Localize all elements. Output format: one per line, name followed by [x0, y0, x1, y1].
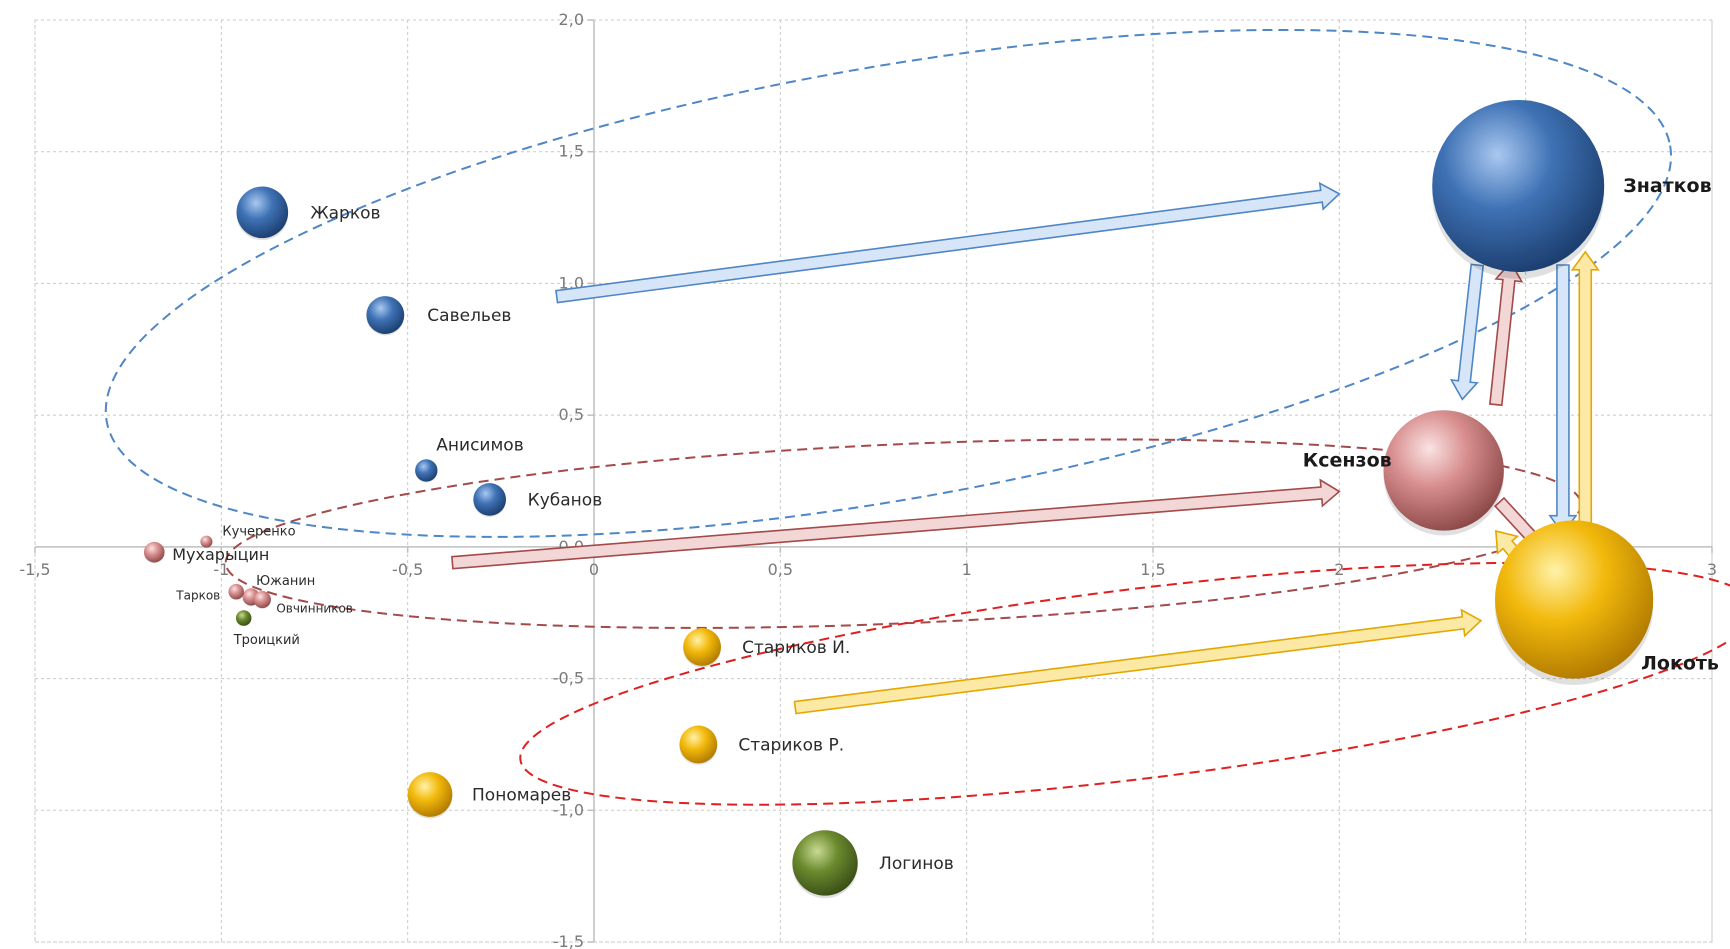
x-tick-label: 0,5 — [768, 560, 793, 579]
arrows — [451, 181, 1600, 715]
bubble-label: Анисимов — [436, 435, 523, 455]
x-tick-label: 0 — [589, 560, 599, 579]
bubble-label: Троицкий — [233, 633, 300, 648]
bubble-label: Жарков — [310, 203, 380, 223]
bubbles — [143, 99, 1654, 899]
blue-arrow — [1449, 263, 1485, 401]
y-tick-label: -1,5 — [553, 932, 584, 949]
x-tick-label: 3 — [1707, 560, 1717, 579]
bubble-point — [1432, 99, 1605, 272]
y-tick-label: 0,5 — [559, 405, 584, 424]
y-tick-label: -1,0 — [553, 800, 584, 819]
yellow-arrow — [1570, 250, 1600, 530]
pink-arrow — [451, 478, 1341, 570]
y-tick-label: 2,0 — [559, 10, 584, 29]
x-tick-label: 1 — [962, 560, 972, 579]
yellow-arrow — [793, 608, 1483, 715]
bubble-label: Южанин — [256, 574, 315, 589]
bubble-point — [407, 772, 453, 817]
bubble-labels: Жарков Савельев Анисимов Кубанов Знатков Куче… — [172, 175, 1719, 874]
blue-arrow — [1548, 264, 1578, 536]
bubble-label: Локоть — [1641, 653, 1719, 675]
bubble-point — [679, 725, 718, 764]
bubble-point — [235, 610, 252, 626]
x-tick-label: 2 — [1334, 560, 1344, 579]
x-tick-label: -1,5 — [19, 560, 50, 579]
bubble-point — [366, 296, 405, 334]
bubble-label: Ксензов — [1303, 449, 1392, 471]
bubble-point — [143, 541, 165, 563]
plot-border — [34, 19, 1713, 943]
y-tick-label: 1,5 — [559, 142, 584, 161]
bubble-point — [253, 590, 271, 609]
x-tick-label: -1 — [213, 560, 229, 579]
bubble-point — [415, 459, 438, 482]
x-tick-label: -0,5 — [392, 560, 423, 579]
bubble-label: Мухарыцин — [172, 545, 269, 564]
x-tick-label: 1,5 — [1140, 560, 1165, 579]
bubble-label: Савельев — [427, 306, 511, 326]
bubble-label: Тарков — [175, 589, 220, 603]
bubble-point — [228, 583, 244, 600]
bubble-point — [1383, 410, 1504, 531]
blue-group-ellipse — [104, 28, 1673, 538]
bubble-point — [792, 830, 858, 896]
bubble-label: Овчинников — [276, 602, 353, 616]
bubble-label: Пономарев — [472, 785, 571, 805]
bubble-point — [683, 628, 721, 666]
bubble-point — [236, 186, 289, 239]
bubble-label: Кучеренко — [222, 525, 295, 540]
bubble-label: Стариков Р. — [738, 735, 844, 755]
bubble-label: Стариков И. — [742, 638, 850, 658]
blue-arrow — [555, 181, 1341, 304]
bubble-label: Кубанов — [528, 490, 603, 510]
bubble-label: Логинов — [879, 854, 954, 874]
bubble-point — [1494, 520, 1654, 679]
y-tick-label: -0,5 — [553, 669, 584, 688]
bubble-point — [200, 535, 213, 548]
bubble-point — [473, 483, 506, 516]
bubble-label: Знатков — [1623, 175, 1711, 197]
red-group-ellipse — [519, 561, 1730, 806]
pink-arrow — [1489, 260, 1524, 407]
